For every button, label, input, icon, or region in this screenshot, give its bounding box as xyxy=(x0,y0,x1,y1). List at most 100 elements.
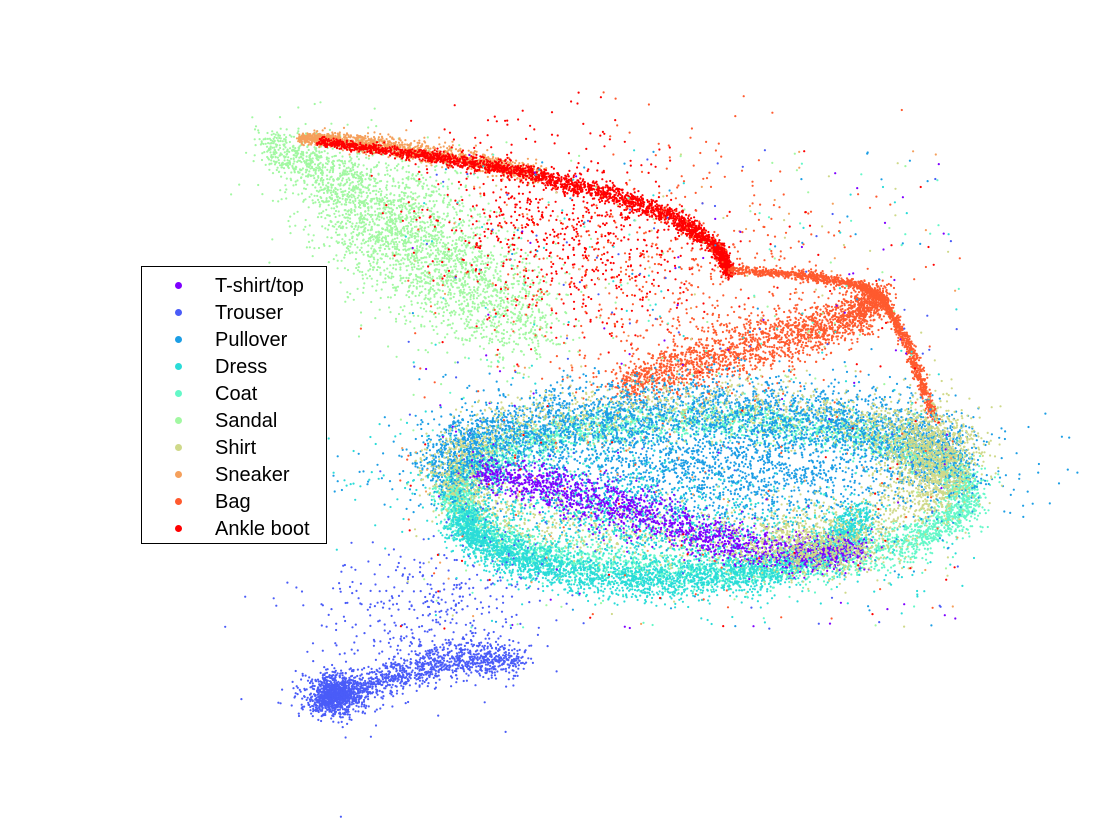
scatter-point xyxy=(374,210,376,212)
scatter-point xyxy=(331,194,333,196)
scatter-point xyxy=(354,171,356,173)
scatter-point xyxy=(488,268,490,270)
scatter-point xyxy=(284,146,286,148)
scatter-point xyxy=(535,162,537,164)
scatter-point xyxy=(287,149,289,151)
scatter-point xyxy=(402,227,404,229)
scatter-point xyxy=(372,252,374,254)
scatter-point xyxy=(486,267,488,269)
scatter-point xyxy=(514,259,516,261)
scatter-point xyxy=(309,224,311,226)
scatter-point xyxy=(462,284,464,286)
scatter-point xyxy=(345,213,347,215)
scatter-point xyxy=(337,260,339,262)
scatter-point xyxy=(313,137,315,139)
scatter-point xyxy=(438,271,440,273)
scatter-point xyxy=(417,173,419,175)
scatter-point xyxy=(482,170,484,172)
scatter-point xyxy=(476,226,478,228)
scatter-point xyxy=(512,295,514,297)
scatter-point xyxy=(302,173,304,175)
scatter-point xyxy=(496,263,498,265)
scatter-point xyxy=(381,140,383,142)
scatter-point xyxy=(373,185,375,187)
scatter-point xyxy=(473,331,475,333)
scatter-point xyxy=(472,301,474,303)
scatter-point xyxy=(517,343,519,345)
scatter-point xyxy=(378,204,380,206)
scatter-point xyxy=(342,191,344,193)
scatter-point xyxy=(468,220,470,222)
scatter-point xyxy=(532,311,534,313)
scatter-point xyxy=(460,221,462,223)
scatter-point xyxy=(402,182,404,184)
scatter-point xyxy=(427,145,429,147)
scatter-point xyxy=(418,195,420,197)
scatter-point xyxy=(490,262,492,264)
scatter-point xyxy=(280,140,282,142)
scatter-point xyxy=(473,297,475,299)
scatter-point xyxy=(305,188,307,190)
scatter-point xyxy=(485,262,487,264)
scatter-point xyxy=(342,149,344,151)
scatter-point xyxy=(230,193,232,195)
scatter-point xyxy=(403,242,405,244)
scatter-point xyxy=(451,244,453,246)
scatter-point xyxy=(273,151,275,153)
scatter-point xyxy=(361,202,363,204)
scatter-point xyxy=(489,320,491,322)
scatter-point xyxy=(406,217,408,219)
scatter-point xyxy=(377,173,379,175)
scatter-point xyxy=(326,236,328,238)
scatter-point xyxy=(380,233,382,235)
scatter-point xyxy=(500,305,502,307)
scatter-point xyxy=(489,311,491,313)
scatter-point xyxy=(367,132,369,134)
scatter-point xyxy=(447,212,449,214)
scatter-point xyxy=(438,188,440,190)
scatter-point xyxy=(370,265,372,267)
scatter-point xyxy=(441,166,443,168)
scatter-point xyxy=(505,141,507,143)
scatter-point xyxy=(440,296,442,298)
scatter-point xyxy=(410,216,412,218)
scatter-point xyxy=(414,237,416,239)
scatter-point xyxy=(338,136,340,138)
scatter-point xyxy=(416,256,418,258)
scatter-point xyxy=(506,342,508,344)
scatter-point xyxy=(401,144,403,146)
scatter-point xyxy=(405,294,407,296)
scatter-point xyxy=(398,313,400,315)
scatter-point xyxy=(483,329,485,331)
scatter-point xyxy=(474,303,476,305)
scatter-point xyxy=(398,249,400,251)
scatter-point xyxy=(367,206,369,208)
scatter-point xyxy=(463,296,465,298)
scatter-point xyxy=(421,316,423,318)
scatter-point xyxy=(260,143,262,145)
scatter-point xyxy=(304,198,306,200)
scatter-point xyxy=(318,212,320,214)
scatter-point xyxy=(473,261,475,263)
scatter-point xyxy=(305,160,307,162)
scatter-point xyxy=(366,202,368,204)
scatter-point xyxy=(413,285,415,287)
scatter-point xyxy=(315,170,317,172)
scatter-point xyxy=(385,253,387,255)
scatter-point xyxy=(416,247,418,249)
scatter-point xyxy=(355,186,357,188)
scatter-point xyxy=(332,136,334,138)
scatter-point xyxy=(320,186,322,188)
scatter-point xyxy=(457,337,459,339)
scatter-point xyxy=(314,195,316,197)
scatter-point xyxy=(425,165,427,167)
scatter-point xyxy=(369,263,371,265)
scatter-point xyxy=(392,284,394,286)
scatter-point xyxy=(394,238,396,240)
scatter-point xyxy=(365,137,367,139)
scatter-point xyxy=(330,167,332,169)
scatter-point xyxy=(450,283,452,285)
scatter-point xyxy=(376,261,378,263)
scatter-point xyxy=(307,233,309,235)
scatter-point xyxy=(429,320,431,322)
